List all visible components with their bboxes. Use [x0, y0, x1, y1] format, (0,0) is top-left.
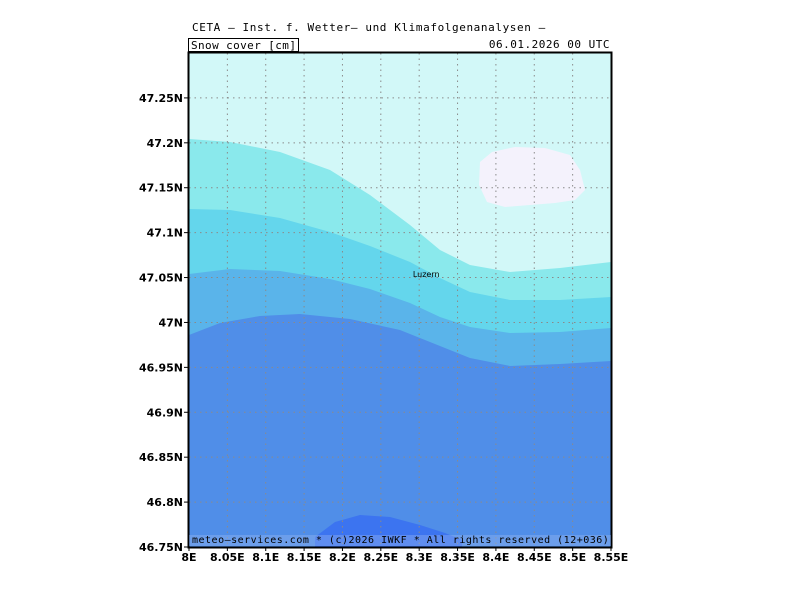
- lat-tick-label: 47.05N: [139, 272, 183, 285]
- lon-tick-label: 8.55E: [594, 551, 629, 564]
- lat-tick-label: 46.75N: [139, 541, 183, 554]
- lat-tick-label: 47.1N: [147, 227, 183, 240]
- lat-tick-label: 46.95N: [139, 361, 183, 374]
- lat-tick-label: 47.25N: [139, 92, 183, 105]
- lat-tick-label: 46.85N: [139, 451, 183, 464]
- city-label: Luzern: [412, 269, 440, 279]
- lat-axis: 47.25N 47.2N 47.15N 47.1N 47.05N 47N 46.95N 46.…: [139, 92, 189, 554]
- lon-tick-label: 8.25E: [363, 551, 398, 564]
- header-title: CETA – Inst. f. Wetter– und Klimafolgena…: [192, 21, 546, 34]
- lon-tick-label: 8.2E: [329, 551, 356, 564]
- lon-tick-label: 8.45E: [517, 551, 552, 564]
- lon-axis: 8E 8.05E 8.1E 8.15E 8.2E 8.25E 8.3E 8.35E 8.4E 8.…: [181, 547, 628, 564]
- lat-tick-label: 46.9N: [147, 406, 183, 419]
- lon-tick-label: 8.05E: [210, 551, 245, 564]
- snow-band-6: [315, 515, 462, 547]
- lat-tick-label: 47.2N: [147, 137, 183, 150]
- lon-tick-label: 8.3E: [406, 551, 433, 564]
- lon-tick-label: 8.15E: [287, 551, 322, 564]
- lon-tick-label: 8.1E: [252, 551, 279, 564]
- lat-tick-label: 47.15N: [139, 182, 183, 195]
- lon-tick-label: 8.35E: [440, 551, 475, 564]
- valid-time: 06.01.2026 00 UTC: [488, 38, 610, 51]
- snow-field: [189, 53, 611, 547]
- lat-tick-label: 47N: [158, 316, 183, 329]
- plot-frame: [187, 51, 613, 549]
- snow-patch-white: [479, 147, 585, 207]
- lon-tick-label: 8E: [181, 551, 196, 564]
- lat-tick-label: 46.8N: [147, 496, 183, 509]
- footer-credit: meteo–services.com * (c)2026 IWKF * All …: [189, 535, 611, 546]
- lon-tick-label: 8.5E: [559, 551, 586, 564]
- snow-band-5: [189, 314, 611, 547]
- lon-tick-label: 8.4E: [482, 551, 509, 564]
